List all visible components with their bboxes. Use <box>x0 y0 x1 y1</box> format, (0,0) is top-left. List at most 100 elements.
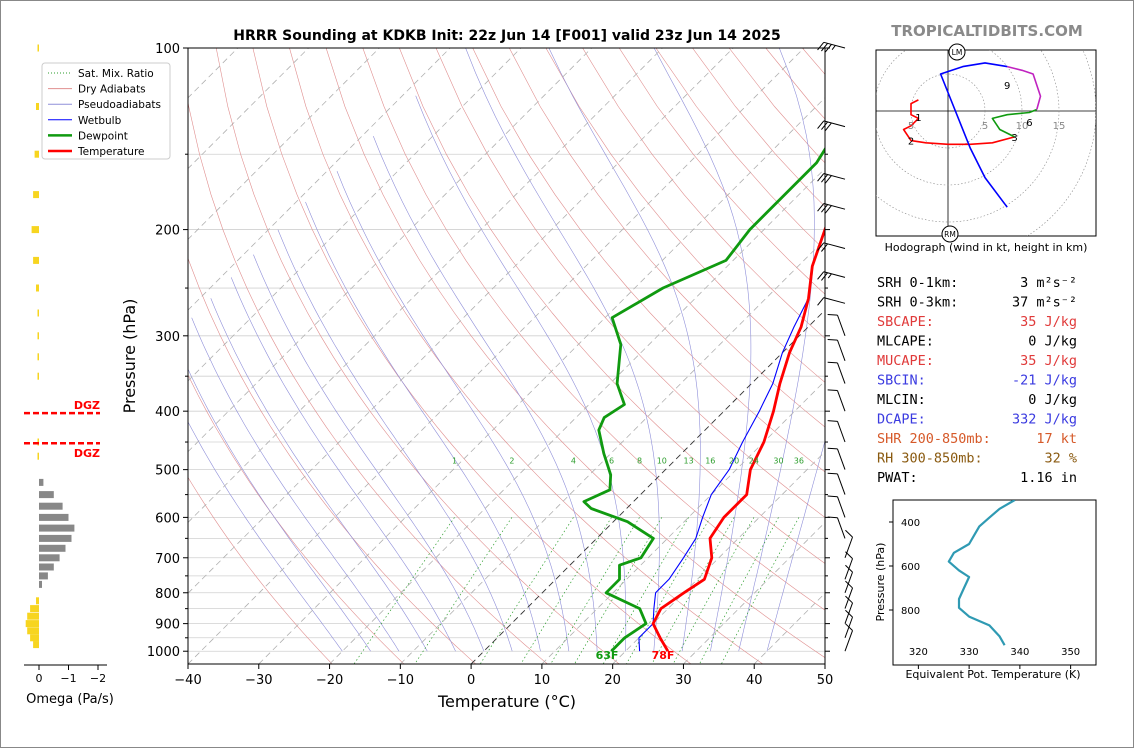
hodograph-ring-label: 15 <box>1053 121 1066 132</box>
wind-barb <box>817 297 846 306</box>
dgz-label: DGZ <box>74 399 100 412</box>
isotherm-lines <box>188 48 825 664</box>
mixing-ratio-line <box>721 517 800 664</box>
barb-flag <box>845 609 853 618</box>
pseudoadiabat-line <box>305 201 541 652</box>
y-tick-label: 400 <box>155 405 180 420</box>
x-tick-label: 10 <box>534 673 551 688</box>
mixing-ratio-line <box>414 517 513 664</box>
isotherm-line <box>188 48 663 524</box>
barb-flag <box>845 529 853 538</box>
wind-barb <box>817 271 846 281</box>
omega-bar <box>36 103 39 110</box>
barb-flag <box>827 389 838 392</box>
y-tick-label: 900 <box>155 618 180 633</box>
wind-barb <box>827 516 846 539</box>
index-value: 17 kt <box>1036 431 1077 447</box>
dry-adiabat-line <box>252 48 692 664</box>
barb-staff <box>837 339 846 361</box>
mixing-ratio-label: 13 <box>684 456 694 465</box>
mixing-ratio-label: 20 <box>729 456 739 465</box>
index-value: -21 J/kg <box>1012 373 1077 389</box>
pseudoadiabat-line <box>766 439 825 652</box>
y-tick-label: 500 <box>155 464 180 479</box>
barb-flag <box>827 338 838 341</box>
theta-e-line <box>947 500 1016 646</box>
barb-staff <box>844 571 853 593</box>
barb-flag <box>817 271 825 280</box>
wind-barb <box>817 41 846 53</box>
surface-dewpoint-label: 63F <box>596 649 619 662</box>
index-value: 0 J/kg <box>1028 334 1077 350</box>
x-tick-label: 30 <box>675 673 692 688</box>
pressure-axis-ticks: 100 200 300 400 500 600 700 800 900 1000 <box>147 42 830 660</box>
mixing-ratio-line <box>574 517 663 664</box>
theta-e-panel: 320 330 340 350 400 600 800 Equivalent Pot. Te… <box>874 499 1097 681</box>
isotherm-line <box>188 48 734 594</box>
profile-dewpoint <box>582 146 825 653</box>
mixing-ratio-label: 8 <box>637 456 642 465</box>
dry-adiabat-line <box>509 48 825 428</box>
theta-e-frame <box>892 499 1097 666</box>
dry-adiabat-line <box>362 48 825 611</box>
barb-flag <box>827 447 838 450</box>
omega-bar <box>39 534 72 542</box>
isotherm-line <box>188 48 592 453</box>
hodograph-ring-label: 5 <box>908 121 914 132</box>
mixing-ratio-line <box>480 517 574 664</box>
barb-flag <box>817 173 825 182</box>
index-label: RH 300-850mb: <box>877 451 983 467</box>
hodograph-segment <box>939 62 1008 208</box>
hodograph-height-label: 9 <box>1004 81 1010 92</box>
wind-barbs <box>817 41 853 652</box>
barb-flag <box>827 420 838 422</box>
skew-t-panel: −40 −30 −20 −10 0 10 20 30 40 50 100 200 300 400 500 6… <box>41 42 834 711</box>
pseudoadiabat-line <box>277 229 513 652</box>
mixing-ratio-line <box>672 517 755 664</box>
omega-bar <box>39 491 54 499</box>
dgz-label: DGZ <box>74 447 100 460</box>
hodograph-segment <box>1007 65 1042 110</box>
barb-flag <box>821 174 829 183</box>
wind-barb <box>827 447 846 470</box>
barb-flag <box>817 120 825 129</box>
omega-bar <box>27 627 39 635</box>
mixing-ratio-line <box>699 517 779 664</box>
barb-flag <box>824 205 832 214</box>
theta-e-x-tick-label: 340 <box>1010 647 1029 658</box>
dry-adiabat-line <box>472 48 825 473</box>
x-axis-label: Temperature (°C) <box>437 692 576 711</box>
barb-flag <box>824 44 832 53</box>
wind-barb <box>817 173 846 184</box>
pseudoadiabat-line <box>230 277 456 652</box>
mixing-ratio-label: 10 <box>657 456 667 465</box>
y-tick-label: 300 <box>155 330 180 345</box>
barb-staff <box>823 297 846 304</box>
index-value: 32 % <box>1044 451 1077 467</box>
index-label: MLCIN: <box>877 392 926 408</box>
isotherm-line <box>470 309 825 664</box>
wind-barb <box>827 338 846 361</box>
index-value: 35 J/kg <box>1020 314 1077 330</box>
surface-temperature-label: 78F <box>652 649 675 662</box>
omega-axis-ticks: 0 −1 −2 <box>36 665 106 685</box>
omega-bar <box>39 478 44 486</box>
barb-flag <box>845 551 853 559</box>
legend-label: Dry Adiabats <box>78 84 146 96</box>
omega-bar <box>37 309 39 317</box>
legend-box <box>41 62 171 160</box>
hodograph-ring <box>876 50 1060 223</box>
index-label: DCAPE: <box>877 412 926 428</box>
wind-barb <box>817 242 846 252</box>
y-tick-label: 200 <box>155 224 180 239</box>
mixing-ratio-label: 6 <box>609 456 614 465</box>
storm-motion-marker <box>948 43 966 61</box>
hodograph-panel: 5 5 10 15 1 2 36 9 LM RM Hodograph (wind in kt, h… <box>875 43 1097 254</box>
barb-half-flag <box>831 45 836 51</box>
x-tick-label: 50 <box>817 673 834 688</box>
omega-bar <box>39 513 69 521</box>
barb-flag <box>821 121 829 130</box>
index-value: 35 J/kg <box>1020 353 1077 369</box>
index-value: 1.16 in <box>1020 470 1077 486</box>
barb-flag <box>845 580 853 589</box>
